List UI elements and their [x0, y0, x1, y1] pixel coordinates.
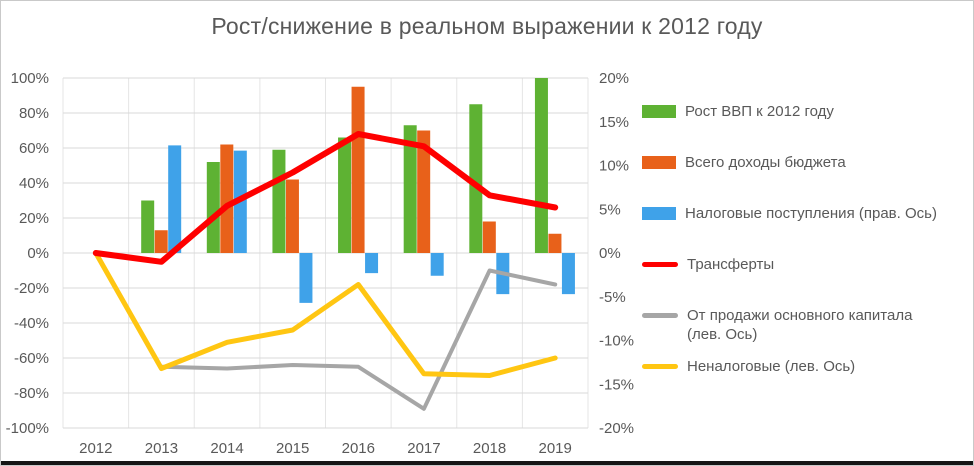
- y-axis-right-tick: 15%: [599, 114, 629, 131]
- legend-label: Налоговые поступления (прав. Ось): [685, 205, 937, 222]
- y-axis-left-tick: -20%: [14, 280, 49, 297]
- line-series-1: [159, 268, 558, 411]
- bar-2018-s0: [469, 104, 483, 253]
- y-axis-left-tick: 100%: [11, 70, 49, 87]
- bar-2019-s2: [561, 253, 575, 295]
- y-axis-left-tick: 20%: [19, 210, 49, 227]
- y-axis-left-tick: -80%: [14, 385, 49, 402]
- bar-2017-s0: [403, 125, 417, 253]
- bar-2015-s1: [285, 179, 299, 253]
- bottom-divider: [1, 461, 973, 465]
- legend-label: Рост ВВП к 2012 году: [685, 103, 834, 120]
- y-axis-left-tick: 0%: [27, 245, 49, 262]
- bar-2017-s1: [417, 130, 431, 253]
- x-axis-label: 2013: [145, 440, 178, 457]
- legend-swatch-line: [642, 313, 678, 318]
- y-axis-right-tick: -15%: [599, 376, 634, 393]
- bar-2018-s1: [482, 221, 496, 253]
- x-axis-label: 2012: [79, 440, 112, 457]
- y-axis-right-tick: 10%: [599, 158, 629, 175]
- x-axis-label: 2017: [407, 440, 440, 457]
- y-axis-right-tick: 20%: [599, 70, 629, 87]
- legend-label: Неналоговые (лев. Ось): [687, 358, 856, 375]
- bar-2014-s1: [220, 144, 234, 253]
- x-axis-label: 2016: [342, 440, 375, 457]
- bar-2013-s1: [154, 230, 168, 253]
- y-axis-left-tick: -60%: [14, 350, 49, 367]
- legend: Рост ВВП к 2012 году Всего доходы бюджета…: [642, 102, 967, 408]
- legend-item-4: От продажи основного капитала (лев. Ось): [642, 306, 967, 344]
- bar-2015-s0: [272, 149, 286, 253]
- x-axis-label: 2014: [210, 440, 243, 457]
- bar-2019-s1: [548, 233, 562, 253]
- bar-2016-s1: [351, 86, 365, 253]
- x-axis-label: 2018: [473, 440, 506, 457]
- y-axis-left-tick: 80%: [19, 105, 49, 122]
- bar-2014-s0: [206, 162, 220, 253]
- legend-label: Всего доходы бюджета: [685, 154, 846, 171]
- legend-swatch-bar: [642, 156, 676, 169]
- legend-item-3: Трансферты: [642, 255, 967, 274]
- bar-2013-s0: [141, 200, 155, 253]
- legend-swatch-bar: [642, 105, 676, 118]
- legend-swatch-bar: [642, 207, 676, 220]
- y-axis-right-tick: -10%: [599, 333, 634, 350]
- bar-2019-s0: [534, 78, 548, 253]
- x-axis-label: 2015: [276, 440, 309, 457]
- chart-title: Рост/снижение в реальном выражении к 201…: [211, 13, 763, 39]
- y-axis-right-tick: -20%: [599, 420, 634, 437]
- bar-2017-s2: [430, 253, 444, 276]
- line-series-3: [92, 131, 559, 265]
- legend-item-2: Налоговые поступления (прав. Ось): [642, 204, 967, 223]
- y-axis-left-tick: 40%: [19, 175, 49, 192]
- y-axis-left-tick: -100%: [6, 420, 49, 437]
- bar-2013-s2: [168, 145, 182, 254]
- legend-swatch-line: [642, 262, 678, 267]
- legend-label: От продажи основного капитала (лев. Ось): [687, 307, 913, 343]
- legend-item-1: Всего доходы бюджета: [642, 153, 967, 172]
- legend-label: Трансферты: [687, 256, 775, 273]
- x-axis-label: 2019: [539, 440, 572, 457]
- legend-item-5: Неналоговые (лев. Ось): [642, 357, 967, 376]
- bar-2016-s2: [365, 253, 379, 274]
- line-series-2: [93, 250, 558, 378]
- y-axis-right-tick: 5%: [599, 201, 621, 218]
- bar-2015-s2: [299, 253, 313, 303]
- y-axis-right-tick: -5%: [599, 289, 626, 306]
- y-axis-left-tick: 60%: [19, 140, 49, 157]
- y-axis-left-tick: -40%: [14, 315, 49, 332]
- bar-2016-s0: [338, 137, 352, 253]
- legend-item-0: Рост ВВП к 2012 году: [642, 102, 967, 121]
- legend-swatch-line: [642, 364, 678, 369]
- y-axis-right-tick: 0%: [599, 245, 621, 262]
